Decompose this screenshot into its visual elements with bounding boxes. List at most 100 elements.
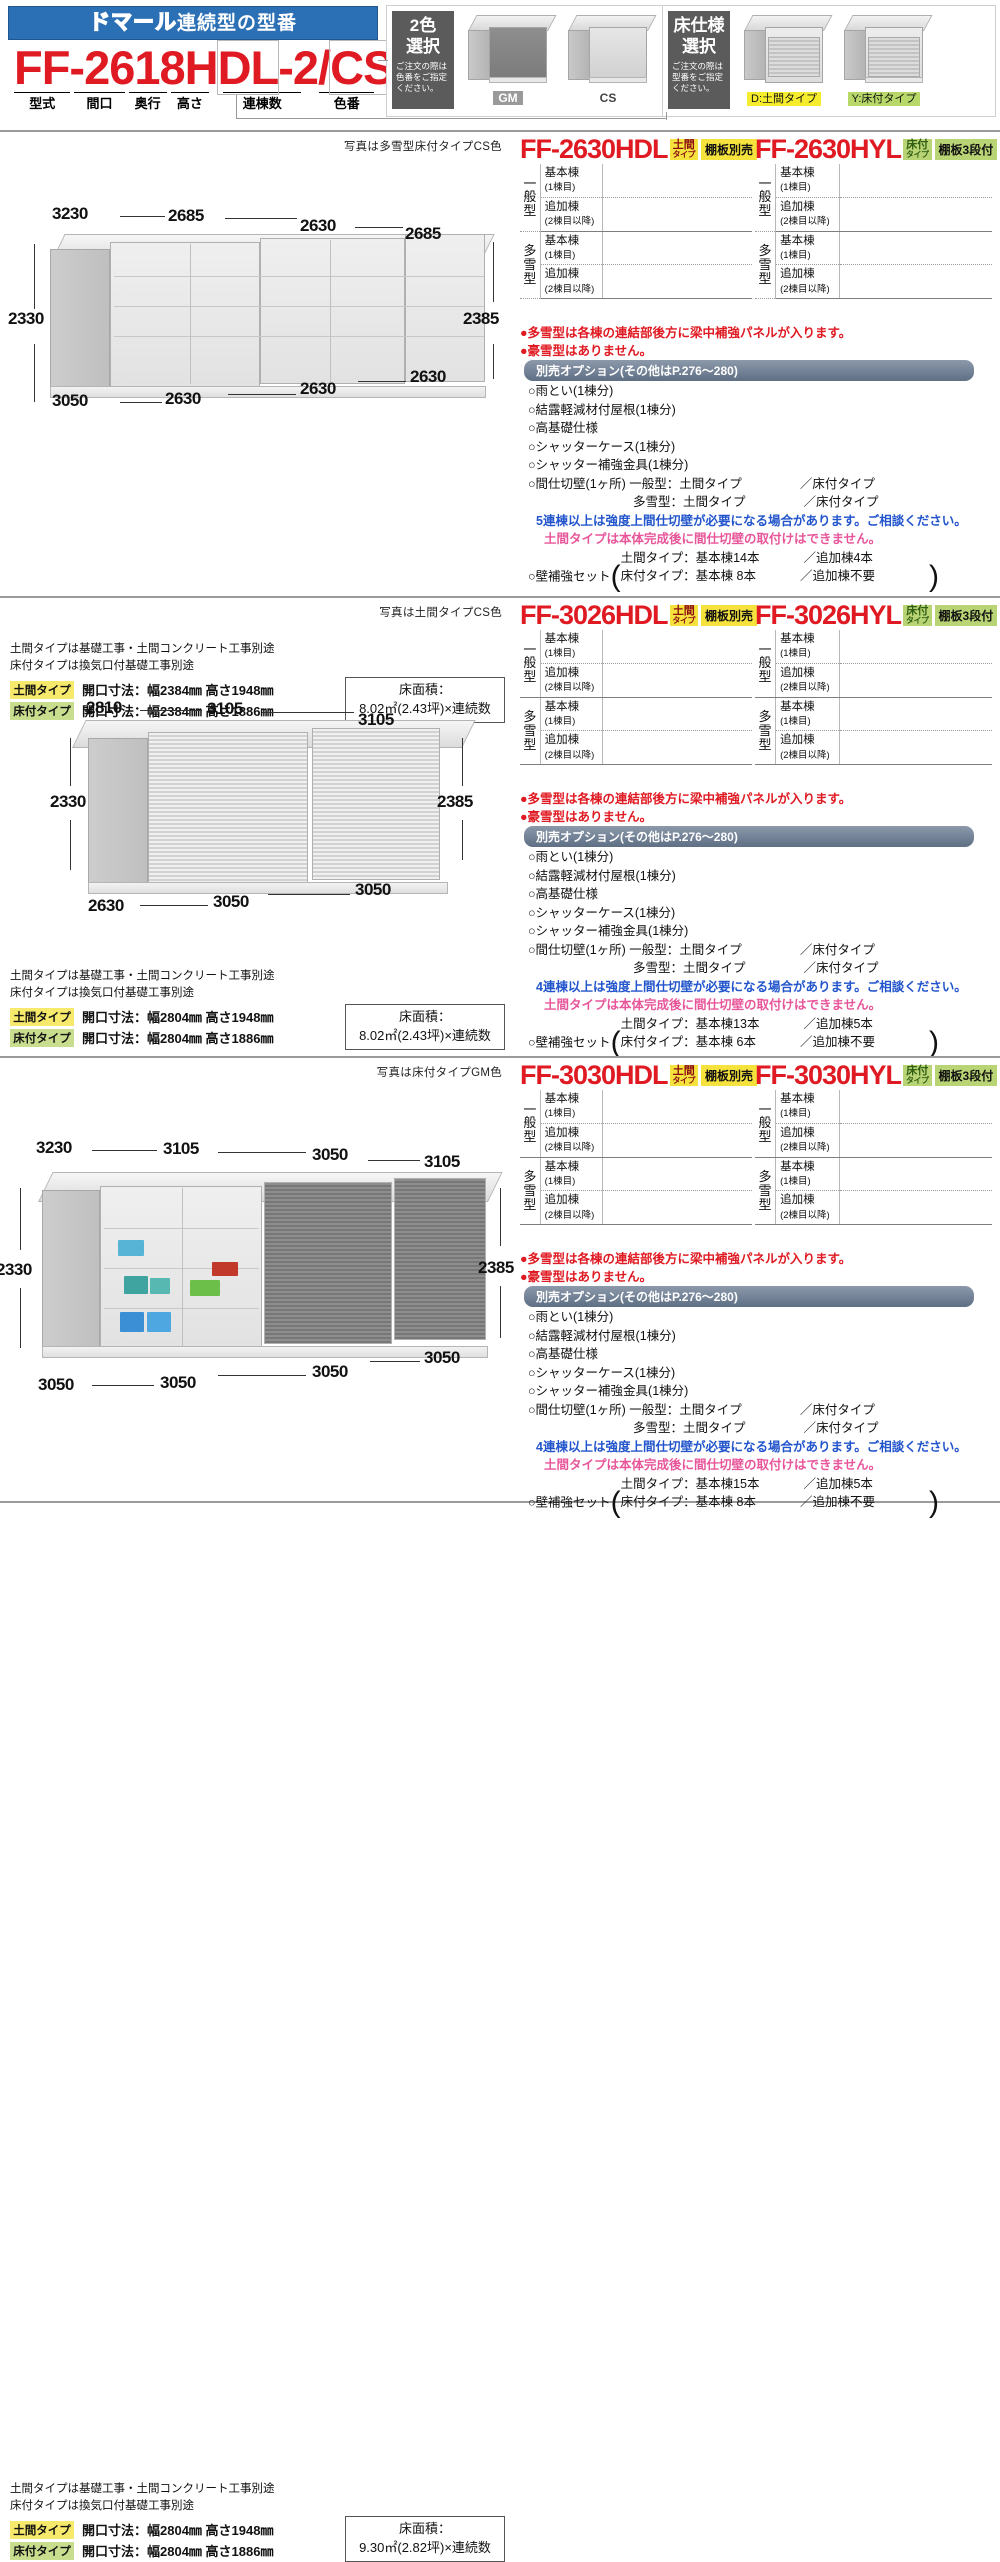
- option-partition-row2[interactable]: 多雪型：土間タイプ ／床付タイプ: [528, 1419, 967, 1438]
- value-cell-general-add[interactable]: [839, 197, 992, 232]
- value-cell-snow-base[interactable]: [602, 1157, 752, 1192]
- option-partition-row1[interactable]: ○間仕切壁(1ヶ所) 一般型：土間タイプ ／床付タイプ: [528, 1401, 967, 1420]
- dim-width-bottom-3: 3050: [424, 1348, 460, 1367]
- table-row: 追加棟 (2棟目以降): [755, 264, 992, 299]
- red-note-1: ●多雪型は各棟の連結部後方に梁中補強パネルが入ります。: [520, 1252, 852, 1266]
- value-cell-general-add[interactable]: [839, 663, 992, 698]
- shed-thumbnail-cs-icon: [562, 11, 657, 89]
- wall-set-label: ○壁補強セット: [528, 1035, 611, 1049]
- option-item-2[interactable]: ○高基礎仕様: [528, 887, 599, 901]
- options-list: ○雨とい(1棟分) ○結露軽減材付屋根(1棟分) ○高基礎仕様 ○シャッターケー…: [528, 848, 967, 1058]
- red-notes: ●多雪型は各棟の連結部後方に梁中補強パネルが入ります。 ●豪雪型はありません。: [520, 324, 851, 360]
- dim-depth-top: 2810: [86, 698, 122, 717]
- wall-set-row[interactable]: ○壁補強セット( 土間タイプ：基本棟13本 ／追加棟5本 床付タイプ：基本棟 6本…: [528, 1015, 967, 1058]
- wall-set-row[interactable]: ○壁補強セット( 土間タイプ：基本棟14本 ／追加棟4本 床付タイプ：基本棟 8本…: [528, 549, 967, 592]
- dim-height-left: 2330: [50, 792, 86, 811]
- options-list: ○雨とい(1棟分) ○結露軽減材付屋根(1棟分) ○高基礎仕様 ○シャッターケー…: [528, 1308, 967, 1518]
- dimension-line: [20, 1188, 21, 1250]
- option-item-0[interactable]: ○雨とい(1棟分): [528, 1310, 614, 1324]
- stored-item-box-teal: [124, 1276, 148, 1294]
- bay-3-glass: [405, 234, 485, 382]
- value-cell-general-add[interactable]: [839, 1123, 992, 1158]
- value-cell-general-base[interactable]: [602, 164, 752, 198]
- red-note-1: ●多雪型は各棟の連結部後方に梁中補強パネルが入ります。: [520, 792, 852, 806]
- value-cell-snow-add[interactable]: [602, 1190, 752, 1225]
- value-cell-snow-base[interactable]: [602, 697, 752, 732]
- value-cell-general-add[interactable]: [602, 197, 752, 232]
- option-item-0[interactable]: ○雨とい(1棟分): [528, 384, 614, 398]
- wall-set-yuka-line: 床付タイプ：基本棟 6本 ／追加棟不要: [621, 1033, 875, 1052]
- wall-set-row[interactable]: ○壁補強セット( 土間タイプ：基本棟15本 ／追加棟5本 床付タイプ：基本棟 8本…: [528, 1475, 967, 1518]
- row-add-text: 追加棟: [544, 268, 580, 281]
- option-partition-row1[interactable]: ○間仕切壁(1ヶ所) 一般型：土間タイプ ／床付タイプ: [528, 475, 967, 494]
- row-base-note: (1棟目): [780, 1108, 811, 1120]
- color-option-cs[interactable]: CS: [562, 11, 657, 107]
- option-partition-row2[interactable]: 多雪型：土間タイプ ／床付タイプ: [528, 493, 967, 512]
- partition-label-right: ／床付タイプ: [799, 942, 875, 957]
- partition-label2-right: ／床付タイプ: [803, 1421, 879, 1435]
- dimension-line: [120, 402, 162, 403]
- value-cell-general-add[interactable]: [602, 1123, 752, 1158]
- value-cell-snow-add[interactable]: [839, 730, 992, 765]
- model-code-part-type: FF-2618H: [14, 41, 219, 95]
- option-item-1[interactable]: ○結露軽減材付屋根(1棟分): [528, 402, 676, 417]
- option-item-1[interactable]: ○結露軽減材付屋根(1棟分): [528, 1328, 676, 1343]
- value-cell-snow-add[interactable]: [602, 264, 752, 299]
- value-cell-snow-add[interactable]: [839, 264, 992, 299]
- table-row: 一般型 基本棟 (1棟目): [755, 1090, 992, 1158]
- row-base-text: 基本棟: [780, 700, 815, 713]
- wall-doma-right: ／追加棟5本: [803, 1476, 873, 1491]
- option-item-2[interactable]: ○高基礎仕様: [528, 1347, 599, 1361]
- example-model-code: FF-2618HDL-2/CS: [8, 40, 395, 96]
- value-cell-snow-base[interactable]: [839, 1157, 992, 1192]
- color-option-gm[interactable]: GM: [462, 11, 557, 107]
- value-cell-general-base[interactable]: [839, 1090, 992, 1124]
- value-cell-general-base[interactable]: [602, 1090, 752, 1124]
- brace-open: (: [610, 560, 621, 593]
- value-cell-snow-add[interactable]: [839, 1190, 992, 1225]
- value-cell-snow-base[interactable]: [839, 231, 992, 266]
- opening-row-yuka: 床付タイプ 開口寸法： 幅2384㎜ 高さ1886㎜: [10, 701, 273, 720]
- partition-label: ○間仕切壁(1ヶ所) 一般型：土間タイプ: [528, 476, 742, 491]
- value-cell-snow-base[interactable]: [602, 231, 752, 266]
- option-item-4[interactable]: ○シャッター補強金具(1棟分): [528, 924, 689, 938]
- options-bar: 別売オプション(その他はP.276〜280): [524, 826, 974, 847]
- color-code-gm: GM: [493, 91, 523, 105]
- value-cell-snow-base[interactable]: [839, 697, 992, 732]
- floor-option-doma[interactable]: D:土間タイプ: [738, 11, 833, 107]
- table-row: 追加棟 (2棟目以降): [520, 264, 752, 299]
- legend-rentousu: 連棟数: [223, 92, 302, 112]
- row-label-base: 基本棟 (1棟目): [775, 630, 840, 664]
- product-section-ff2630: 写真は多雪型床付タイプCS色 3230 2685 2630 2685 2330 …: [0, 130, 1000, 723]
- option-item-1[interactable]: ○結露軽減材付屋根(1棟分): [528, 868, 676, 883]
- value-cell-snow-add[interactable]: [602, 730, 752, 765]
- shelf-line: [114, 306, 484, 307]
- floor-selection-label-line2: 選択: [682, 37, 716, 57]
- value-cell-general-base[interactable]: [602, 630, 752, 664]
- value-cell-general-base[interactable]: [839, 164, 992, 198]
- row-label-add: 追加棟 (2棟目以降): [775, 264, 840, 299]
- floor-option-yuka[interactable]: Y:床付タイプ: [838, 11, 933, 107]
- option-item-3[interactable]: ○シャッターケース(1棟分): [528, 439, 676, 454]
- value-cell-general-add[interactable]: [602, 663, 752, 698]
- option-item-0[interactable]: ○雨とい(1棟分): [528, 850, 614, 864]
- option-item-3[interactable]: ○シャッターケース(1棟分): [528, 1365, 676, 1380]
- partition-label-right: ／床付タイプ: [799, 476, 875, 491]
- section2-left-column: 写真は土間タイプCS色 2810 3105 3105 2330 2385 263…: [0, 598, 512, 1056]
- option-partition-row1[interactable]: ○間仕切壁(1ヶ所) 一般型：土間タイプ ／床付タイプ: [528, 941, 967, 960]
- row-base-text: 基本棟: [544, 1093, 580, 1105]
- value-cell-general-base[interactable]: [839, 630, 992, 664]
- partition-label: ○間仕切壁(1ヶ所) 一般型：土間タイプ: [528, 1402, 742, 1417]
- stored-item-box-blue: [120, 1312, 144, 1332]
- section3-right-column: FF-3030HDL 土間 タイプ 棚板別売 FF-3030HYL 床付 タイプ…: [512, 1058, 1000, 1518]
- option-item-4[interactable]: ○シャッター補強金具(1棟分): [528, 1384, 689, 1398]
- floor-area-value: 9.30㎡(2.82坪)×連続数: [359, 2539, 491, 2555]
- option-item-2[interactable]: ○高基礎仕様: [528, 421, 599, 435]
- option-item-3[interactable]: ○シャッターケース(1棟分): [528, 905, 676, 920]
- shed-thumbnail-gm-icon: [462, 11, 557, 89]
- red-note-2: ●豪雪型はありません。: [520, 344, 653, 359]
- option-partition-row2[interactable]: 多雪型：土間タイプ ／床付タイプ: [528, 959, 967, 978]
- option-item-4[interactable]: ○シャッター補強金具(1棟分): [528, 458, 689, 472]
- dim-width-top-2: 2630: [300, 216, 336, 235]
- row-add-note: (2棟目以降): [780, 749, 830, 761]
